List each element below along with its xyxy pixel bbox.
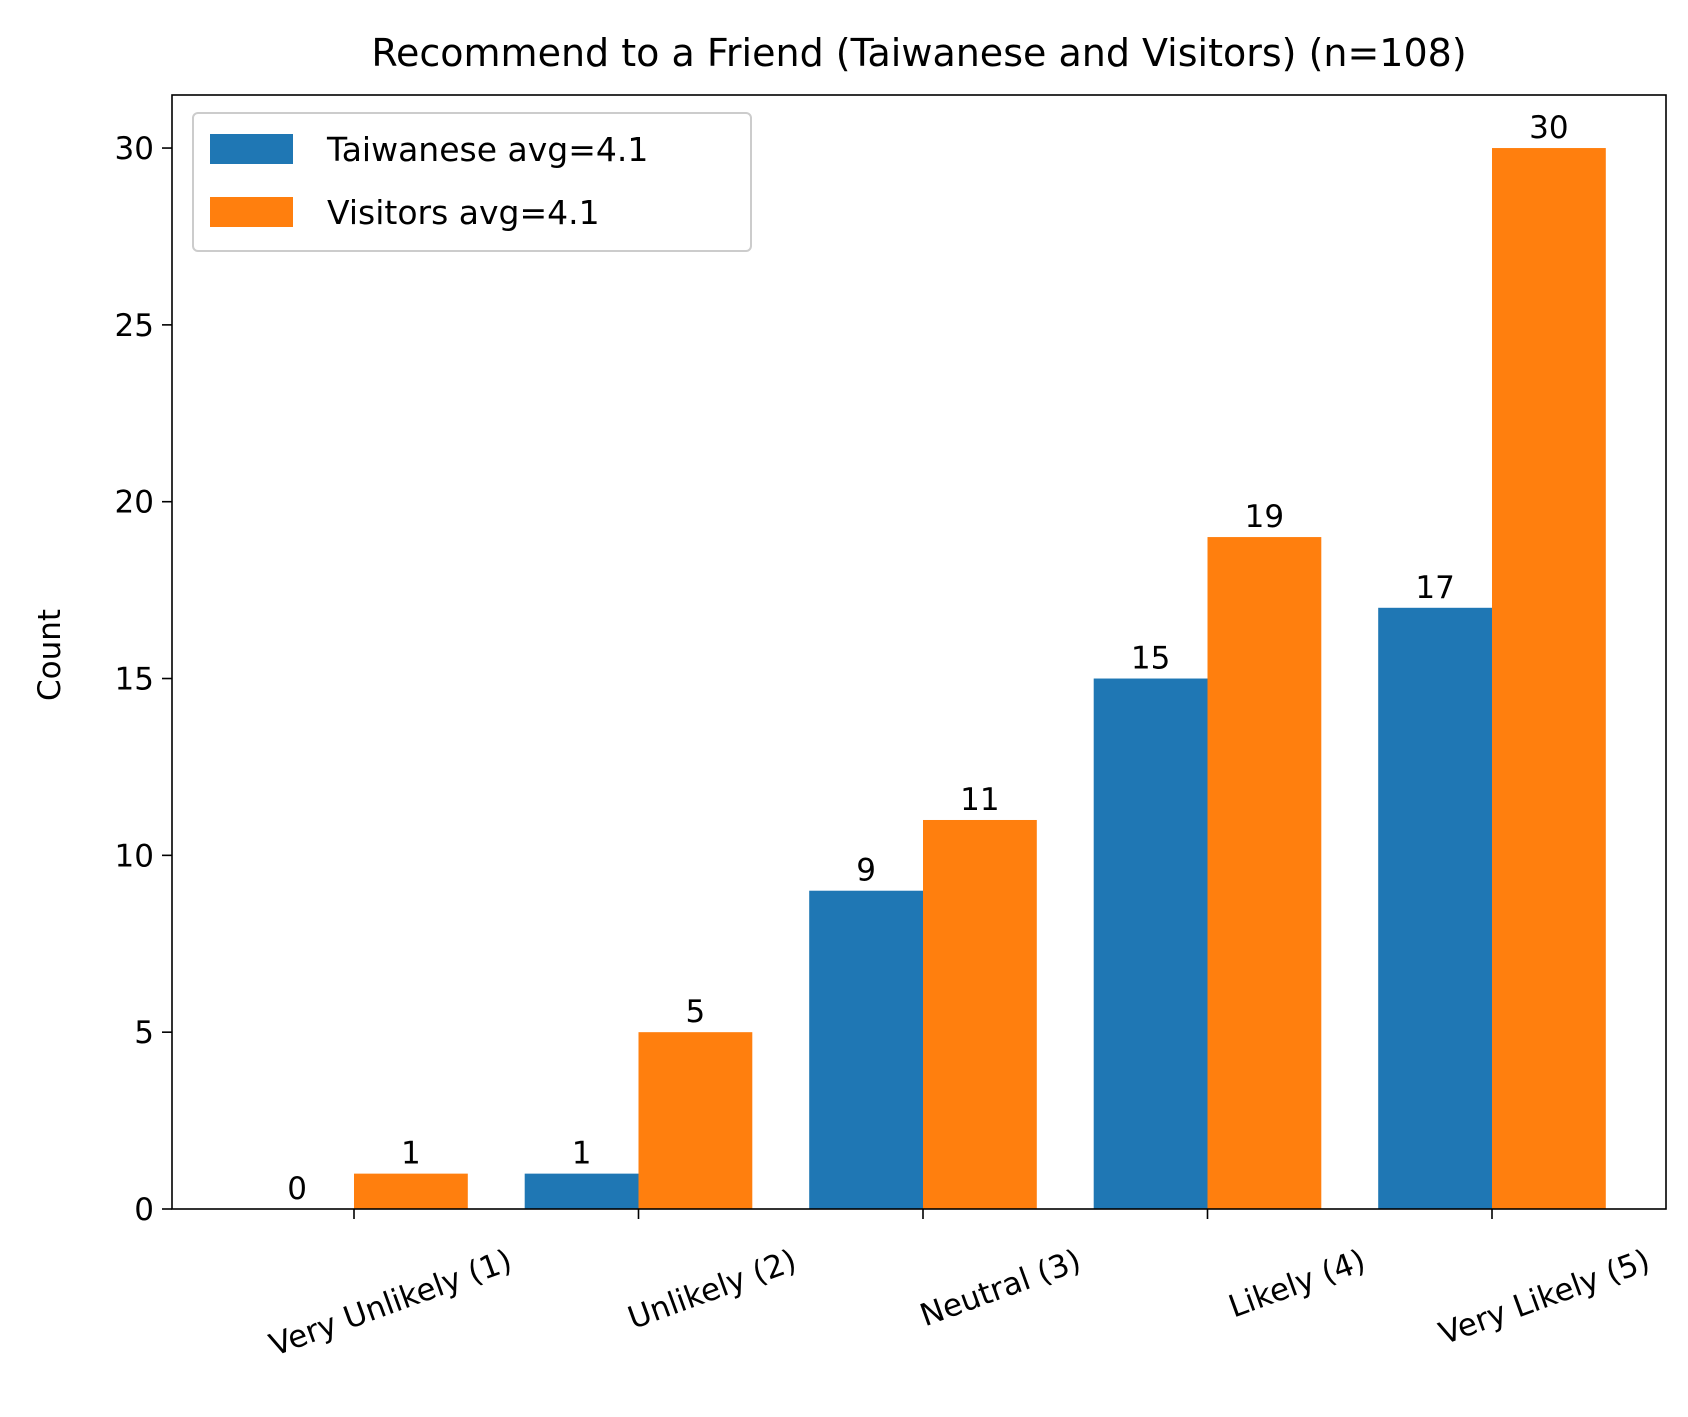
plot-frame <box>171 94 1667 1210</box>
data-label-visitors-1: 1 <box>401 1136 421 1172</box>
bar-taiwanese-4 <box>1093 678 1208 1209</box>
bar-taiwanese-3 <box>809 890 923 1209</box>
y-tick-label: 25 <box>115 308 154 344</box>
y-axis-label: Count <box>32 609 68 701</box>
data-label-visitors-3: 11 <box>960 782 999 818</box>
bar-visitors-1 <box>354 1173 468 1209</box>
data-label-visitors-2: 5 <box>686 994 706 1030</box>
data-label-taiwanese-2: 1 <box>572 1136 592 1172</box>
bar-visitors-5 <box>1492 148 1606 1210</box>
legend-label-taiwanese: Taiwanese avg=4.1 <box>326 130 648 169</box>
y-tick-label: 0 <box>134 1192 154 1228</box>
x-tick-label: Neutral (3) <box>915 1243 1085 1334</box>
y-tick-label: 20 <box>115 485 154 521</box>
bar-taiwanese-5 <box>1378 607 1492 1209</box>
y-axis: 0 5 10 15 20 25 30 <box>115 131 172 1228</box>
y-tick-label: 5 <box>134 1015 154 1051</box>
bar-visitors-4 <box>1207 537 1322 1209</box>
bar-visitors-2 <box>638 1032 753 1209</box>
chart-title: Recommend to a Friend (Taiwanese and Vis… <box>371 31 1466 75</box>
x-tick-label: Unlikely (2) <box>623 1243 801 1337</box>
x-tick-label: Very Unlikely (1) <box>265 1243 517 1364</box>
y-tick-label: 10 <box>115 838 154 874</box>
legend-swatch-visitors <box>210 197 293 227</box>
legend-swatch-taiwanese <box>210 134 293 164</box>
data-label-taiwanese-1: 0 <box>287 1171 307 1207</box>
bar-visitors-3 <box>923 819 1037 1209</box>
data-label-taiwanese-3: 9 <box>856 853 876 889</box>
x-axis: Very Unlikely (1) Unlikely (2) Neutral (3)… <box>265 1209 1655 1364</box>
data-label-taiwanese-4: 15 <box>1131 641 1170 677</box>
data-label-visitors-4: 19 <box>1245 499 1284 535</box>
bar-taiwanese-2 <box>524 1173 639 1209</box>
legend-box <box>192 112 752 252</box>
legend: Taiwanese avg=4.1 Visitors avg=4.1 <box>192 112 752 252</box>
y-tick-label: 15 <box>115 662 154 698</box>
x-tick-label: Very Likely (5) <box>1434 1243 1654 1353</box>
legend-label-visitors: Visitors avg=4.1 <box>327 193 600 232</box>
y-tick-label: 30 <box>115 131 154 167</box>
bars-group <box>354 148 1606 1210</box>
data-label-taiwanese-5: 17 <box>1415 570 1454 606</box>
data-label-visitors-5: 30 <box>1529 110 1568 146</box>
x-tick-label: Likely (4) <box>1224 1243 1370 1326</box>
